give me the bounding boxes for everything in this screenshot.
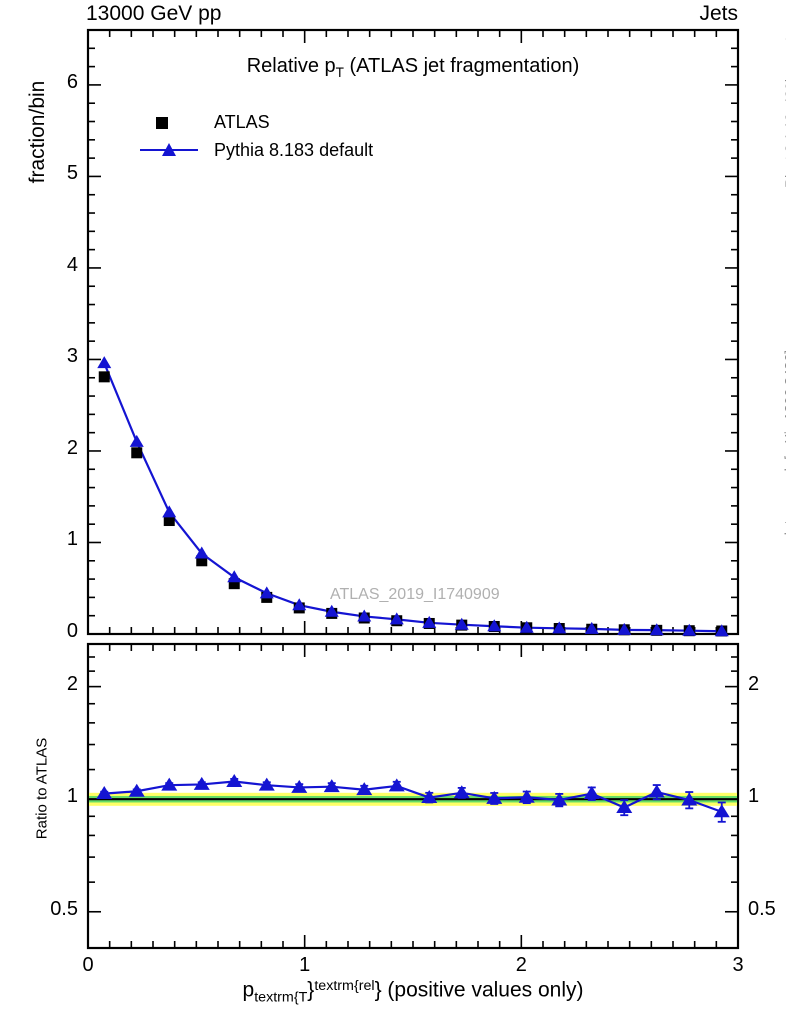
- plot-title-main: Relative p: [246, 55, 336, 77]
- mc-marker-triangle: [97, 356, 112, 369]
- header-left-beam-label: 13000 GeV pp: [86, 2, 222, 25]
- x-axis-label-tail: } (positive values only): [374, 978, 584, 1002]
- data-marker-square: [196, 555, 208, 567]
- mc-marker-triangle: [227, 570, 242, 583]
- x-tick-label: 3: [732, 954, 744, 976]
- ratio-marker-triangle: [583, 786, 600, 800]
- mc-marker-triangle: [617, 622, 632, 635]
- plot-title: Relative pT (ATLAS jet fragmentation): [88, 55, 738, 80]
- mc-marker-triangle: [389, 612, 404, 625]
- ratio-y-tick-label-left: 0.5: [50, 897, 78, 920]
- header-right-category-label: Jets: [699, 2, 738, 25]
- mc-marker-triangle: [519, 620, 534, 633]
- legend-item-pythia[interactable]: Pythia 8.183 default: [138, 136, 373, 164]
- ratio-y-tick-label-right: 1: [748, 785, 760, 808]
- ratio-marker-triangle: [518, 789, 535, 803]
- ratio-marker-triangle: [486, 790, 503, 804]
- data-marker-square: [98, 371, 110, 383]
- x-axis-label-p: p: [242, 978, 255, 1002]
- ratio-marker-triangle: [681, 792, 698, 806]
- mc-marker-triangle: [454, 617, 469, 630]
- ratio-marker-triangle: [323, 779, 340, 793]
- mc-marker-triangle: [292, 598, 307, 611]
- ratio-marker-triangle: [421, 790, 438, 804]
- ratio-marker-triangle: [128, 783, 145, 797]
- x-axis-label-brace: }: [307, 978, 315, 1002]
- ratio-marker-triangle: [648, 784, 665, 798]
- legend-marker-square: [138, 112, 200, 132]
- mc-marker-triangle: [552, 621, 567, 634]
- ratio-marker-triangle: [96, 786, 113, 800]
- mc-marker-triangle: [649, 623, 664, 636]
- ratio-marker-triangle: [388, 778, 405, 792]
- main-y-tick-label: 2: [66, 436, 78, 459]
- mc-marker-triangle: [714, 624, 729, 637]
- main-y-tick-label: 6: [66, 70, 78, 93]
- ratio-curve: [104, 780, 723, 813]
- ratio-marker-triangle: [161, 777, 178, 791]
- legend-marker-triangle-line: [138, 140, 200, 160]
- mc-marker-triangle: [422, 615, 437, 628]
- mc-marker-triangle: [259, 586, 274, 599]
- mc-marker-triangle: [487, 619, 502, 632]
- ratio-marker-triangle: [713, 804, 730, 818]
- x-tick-label: 2: [515, 954, 527, 976]
- legend-item-atlas[interactable]: ATLAS: [138, 108, 373, 136]
- x-tick-label: 0: [82, 954, 94, 976]
- data-marker-square: [163, 515, 175, 527]
- ratio-marker-triangle: [356, 782, 373, 796]
- mc-marker-triangle: [357, 609, 372, 622]
- ratio-y-tick-label-right: 0.5: [748, 897, 776, 920]
- main-y-tick-label: 1: [66, 528, 78, 551]
- data-marker-square: [131, 447, 143, 459]
- x-axis-label-subscript: textrm{T: [254, 989, 308, 1006]
- x-axis-label-superscript: textrm{rel: [314, 978, 375, 994]
- ratio-marker-triangle: [551, 792, 568, 806]
- mc-marker-triangle: [584, 621, 599, 634]
- x-tick-label: 1: [299, 954, 311, 976]
- ratio-marker-triangle: [291, 779, 308, 793]
- ratio-y-tick-label-right: 2: [748, 672, 760, 695]
- plot-title-subscript: T: [335, 64, 344, 80]
- ratio-y-tick-label-left: 2: [66, 672, 78, 695]
- mc-marker-triangle: [682, 623, 697, 636]
- legend-label-atlas: ATLAS: [214, 111, 270, 132]
- main-y-tick-label: 4: [66, 253, 78, 276]
- mc-curve-main: [103, 362, 722, 633]
- mc-marker-triangle: [194, 546, 209, 559]
- main-y-tick-label: 3: [66, 345, 78, 368]
- main-y-tick-label: 0: [66, 620, 78, 642]
- mc-marker-triangle: [162, 505, 177, 518]
- main-y-tick-label: 5: [66, 162, 78, 185]
- analysis-watermark: ATLAS_2019_I1740909: [330, 586, 500, 603]
- ratio-marker-triangle: [258, 777, 275, 791]
- ratio-marker-triangle: [616, 799, 633, 813]
- legend: ATLAS Pythia 8.183 default: [138, 108, 373, 164]
- plot-title-rest: (ATLAS jet fragmentation): [343, 55, 580, 77]
- ratio-y-tick-label-left: 1: [66, 785, 78, 808]
- mc-marker-triangle: [129, 434, 144, 447]
- mc-marker-triangle: [324, 604, 339, 617]
- legend-label-pythia: Pythia 8.183 default: [214, 139, 374, 160]
- ratio-marker-triangle: [193, 776, 210, 790]
- ratio-marker-triangle: [226, 773, 243, 787]
- ratio-marker-triangle: [453, 785, 470, 799]
- data-marker-square: [228, 578, 240, 590]
- main-panel-frame: [86, 28, 740, 636]
- x-axis-label: ptextrm{T}textrm{rel} (positive values o…: [88, 978, 738, 1005]
